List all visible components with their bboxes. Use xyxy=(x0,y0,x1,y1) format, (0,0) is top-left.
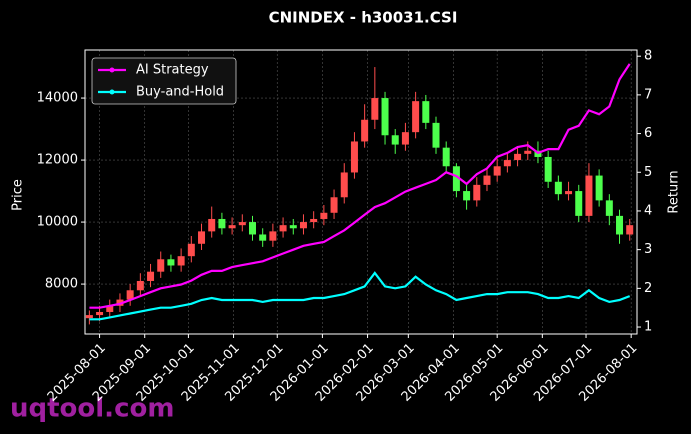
candle-body xyxy=(279,225,287,232)
candle-body xyxy=(554,181,562,195)
series-line xyxy=(89,271,631,321)
candle-body xyxy=(167,259,175,266)
candle-body xyxy=(248,222,256,235)
candle-body xyxy=(330,197,338,213)
candle-body xyxy=(208,218,216,232)
y2-tick-label: 3 xyxy=(644,242,652,257)
candle-body xyxy=(565,191,573,195)
candle-body xyxy=(238,222,246,226)
candle-body xyxy=(442,147,450,167)
candle-body xyxy=(147,271,155,281)
y2-tick-label: 7 xyxy=(644,87,652,102)
y-tick-label: 10000 xyxy=(37,215,78,230)
candle-body xyxy=(616,215,624,235)
candle-body xyxy=(340,172,348,198)
y2-tick-label: 5 xyxy=(644,165,652,180)
y-tick-label: 14000 xyxy=(37,91,78,106)
candle-body xyxy=(381,98,389,136)
candle-body xyxy=(218,218,226,229)
candle-body xyxy=(126,290,134,300)
y-axis-label: Price xyxy=(11,179,26,211)
candle-body xyxy=(157,259,165,272)
legend-box xyxy=(91,57,237,105)
candle-body xyxy=(320,212,328,219)
candle-body xyxy=(371,98,379,120)
y2-tick-label: 6 xyxy=(644,126,652,141)
candle-body xyxy=(96,311,104,316)
candle-body xyxy=(605,200,613,216)
candle-body xyxy=(391,135,399,145)
candle-body xyxy=(106,305,114,312)
candle-body xyxy=(350,141,358,173)
candle-body xyxy=(503,160,511,167)
candle-body xyxy=(463,191,471,201)
candle-body xyxy=(575,191,583,216)
y2-axis-label: Return xyxy=(667,170,682,213)
candle-body xyxy=(412,101,420,133)
candle-body xyxy=(187,243,195,257)
candle-body xyxy=(310,218,318,223)
candle-body xyxy=(483,175,491,185)
candle-body xyxy=(452,166,460,192)
y2-tick-label: 1 xyxy=(644,320,652,335)
candle-body xyxy=(198,231,206,244)
chart-title: CNINDEX - h30031.CSI xyxy=(269,9,458,27)
candle-body xyxy=(514,153,522,161)
plot-frame xyxy=(84,49,638,335)
candle-body xyxy=(299,222,307,229)
candle-body xyxy=(361,119,369,142)
legend-marker xyxy=(109,67,115,73)
y-tick-label: 8000 xyxy=(45,277,78,292)
candle-body xyxy=(493,166,501,176)
y2-tick-label: 2 xyxy=(644,281,652,296)
candle-body xyxy=(401,132,409,145)
y2-tick-label: 8 xyxy=(644,49,652,64)
candle-body xyxy=(269,231,277,241)
y2-tick-label: 4 xyxy=(644,203,652,218)
candle-body xyxy=(136,280,144,291)
legend-marker xyxy=(109,89,115,95)
candle-body xyxy=(524,150,532,154)
candle-body xyxy=(585,175,593,216)
candle-body xyxy=(289,225,297,229)
candle-body xyxy=(544,156,552,182)
candle-body xyxy=(228,225,236,229)
candle-body xyxy=(626,225,634,235)
candle-body xyxy=(177,256,185,266)
candle-body xyxy=(595,175,603,201)
y-tick-label: 12000 xyxy=(37,153,78,168)
candle-body xyxy=(422,101,430,123)
series-line xyxy=(89,63,631,309)
candle-body xyxy=(432,122,440,148)
watermark: uqtool.com xyxy=(10,394,174,424)
candle-body xyxy=(85,315,93,319)
legend-label: Buy-and-Hold xyxy=(136,85,224,100)
candle-body xyxy=(473,184,481,201)
legend-label: AI Strategy xyxy=(136,63,209,78)
candle-body xyxy=(259,234,267,241)
